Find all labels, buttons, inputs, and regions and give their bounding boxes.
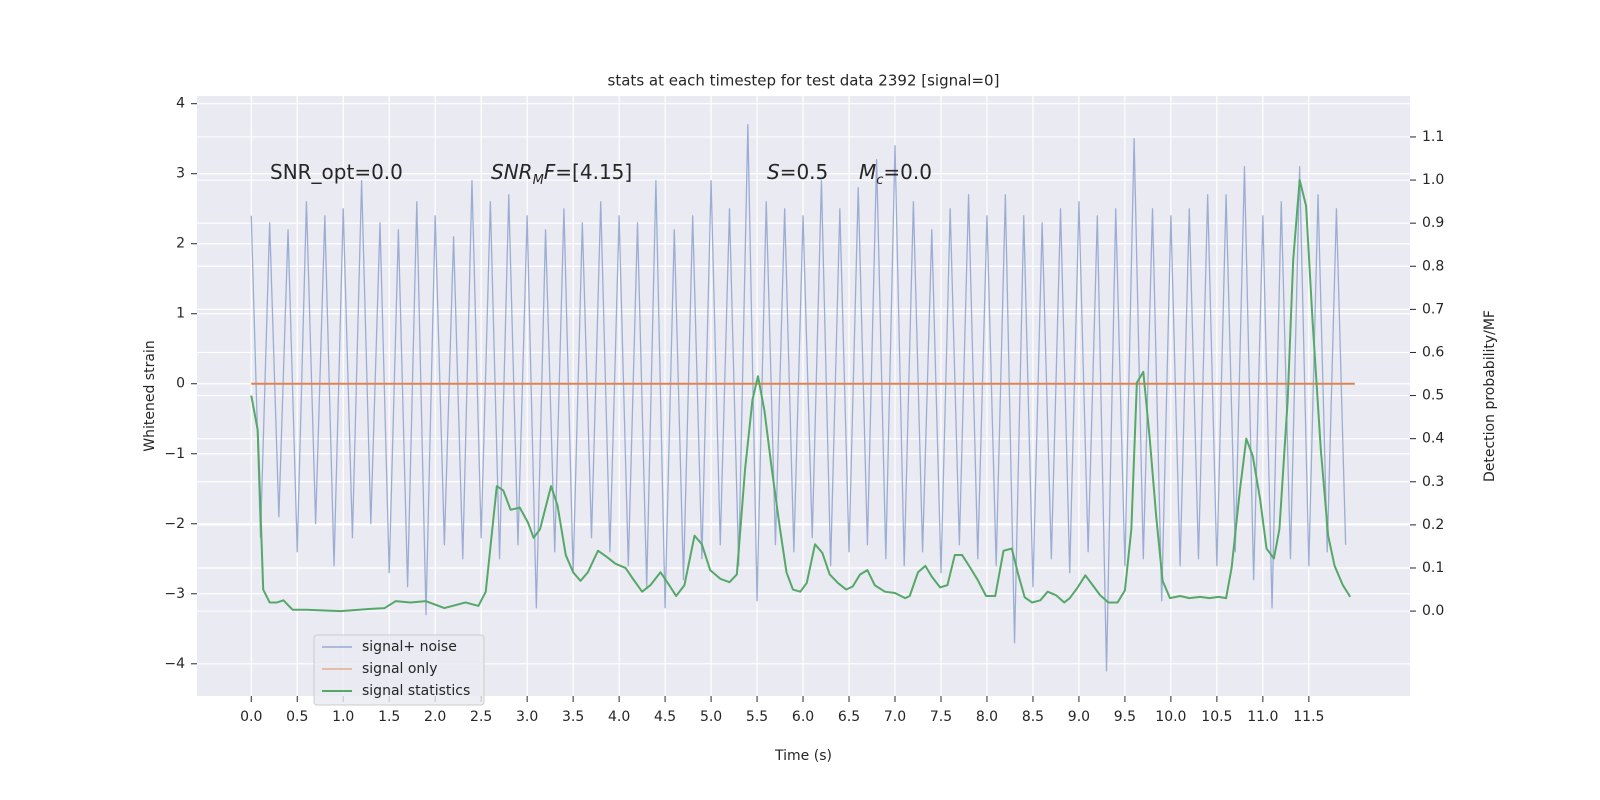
x-tick-label: 5.0 bbox=[700, 709, 722, 725]
legend-label: signal only bbox=[362, 661, 437, 677]
x-tick-label: 10.5 bbox=[1201, 709, 1232, 725]
y-tick-label: 3 bbox=[176, 166, 185, 182]
x-tick-label: 5.5 bbox=[746, 709, 768, 725]
x-tick-label: 4.5 bbox=[654, 709, 676, 725]
x-tick-label: 10.0 bbox=[1155, 709, 1186, 725]
y-tick-label: −4 bbox=[164, 656, 185, 672]
x-tick-label: 1.5 bbox=[378, 709, 400, 725]
y-tick-label: −1 bbox=[164, 446, 185, 462]
annotation-part: =[4.15] bbox=[555, 160, 632, 184]
x-tick-label: 2.0 bbox=[424, 709, 446, 725]
legend-label: signal+ noise bbox=[362, 639, 457, 655]
legend-box bbox=[313, 634, 485, 706]
x-tick-label: 9.5 bbox=[1114, 709, 1136, 725]
x-tick-label: 6.0 bbox=[792, 709, 814, 725]
y-tick-label: 1 bbox=[176, 306, 185, 322]
annotation-part: M bbox=[859, 160, 876, 184]
y-axis-label: Whitened strain bbox=[142, 340, 158, 451]
y-tick-label: −2 bbox=[164, 516, 185, 532]
annotation: SNRMF=[4.15] bbox=[491, 160, 632, 189]
y2-tick-label: 0.3 bbox=[1422, 474, 1444, 490]
y2-tick-label: 1.1 bbox=[1422, 129, 1444, 145]
y2-tick-label: 1.0 bbox=[1422, 172, 1444, 188]
y2-tick-label: 0.9 bbox=[1422, 215, 1444, 231]
x-tick-label: 4.0 bbox=[608, 709, 630, 725]
y2-tick-label: 0.1 bbox=[1422, 560, 1444, 576]
x-tick-label: 3.0 bbox=[516, 709, 538, 725]
x-tick-label: 6.5 bbox=[838, 709, 860, 725]
annotation: Mc=0.0 bbox=[859, 160, 932, 189]
y2-tick-label: 0.6 bbox=[1422, 344, 1444, 360]
series-line bbox=[250, 179, 1352, 613]
y2-tick-label: 0.5 bbox=[1422, 388, 1444, 404]
x-tick-label: 7.0 bbox=[884, 709, 906, 725]
annotation: S=0.5 bbox=[767, 160, 828, 184]
y2-tick-label: 0.2 bbox=[1422, 517, 1444, 533]
y2-tick-label: 0.0 bbox=[1422, 603, 1444, 619]
y2-tick-label: 0.7 bbox=[1422, 301, 1444, 317]
x-tick-label: 0.5 bbox=[286, 709, 308, 725]
annotation-part: c bbox=[876, 173, 883, 188]
annotation-part: SNR_opt=0.0 bbox=[270, 160, 403, 184]
x-tick-label: 8.0 bbox=[976, 709, 998, 725]
x-tick-label: 3.5 bbox=[562, 709, 584, 725]
chart-title: stats at each timestep for test data 239… bbox=[608, 72, 1000, 90]
y-tick-label: −3 bbox=[164, 586, 185, 602]
x-tick-label: 11.0 bbox=[1247, 709, 1278, 725]
x-tick-label: 1.0 bbox=[332, 709, 354, 725]
y-tick-label: 4 bbox=[176, 96, 185, 112]
annotation-part: S bbox=[767, 160, 780, 184]
x-tick-label: 11.5 bbox=[1293, 709, 1324, 725]
y2-tick-label: 0.4 bbox=[1422, 431, 1444, 447]
y2-tick-label: 0.8 bbox=[1422, 258, 1444, 274]
annotation-part: =0.0 bbox=[883, 160, 932, 184]
legend: signal+ noise signal only signal statistic… bbox=[313, 634, 485, 706]
x-axis-label: Time (s) bbox=[774, 748, 832, 764]
annotation-part: M bbox=[533, 173, 544, 188]
annotation-part: =0.5 bbox=[780, 160, 829, 184]
annotation-part: F bbox=[544, 160, 556, 184]
annotation-part: SNR bbox=[491, 160, 533, 184]
x-tick-label: 7.5 bbox=[930, 709, 952, 725]
x-tick-label: 2.5 bbox=[470, 709, 492, 725]
x-tick-label: 8.5 bbox=[1022, 709, 1044, 725]
y-tick-label: 0 bbox=[176, 376, 185, 392]
y-tick-label: 2 bbox=[176, 236, 185, 252]
y2-axis-label: Detection probability/MF bbox=[1482, 310, 1498, 482]
legend-label: signal statistics bbox=[362, 683, 470, 699]
x-tick-label: 9.0 bbox=[1068, 709, 1090, 725]
x-tick-label: 0.0 bbox=[240, 709, 262, 725]
annotation: SNR_opt=0.0 bbox=[270, 160, 403, 184]
